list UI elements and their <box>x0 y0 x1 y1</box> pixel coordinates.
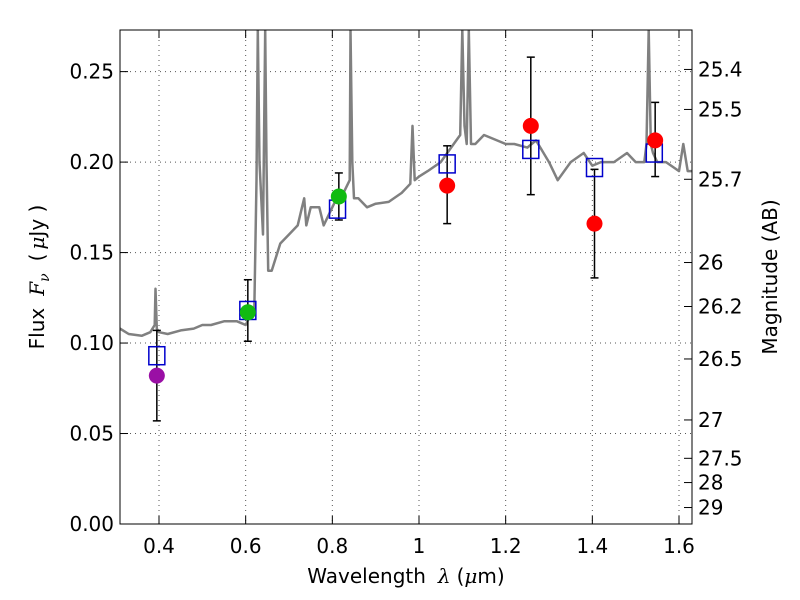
y2-tick-label: 26 <box>698 251 723 275</box>
y-tick-label: 0.20 <box>69 150 114 174</box>
x-tick-label: 0.4 <box>143 534 175 558</box>
observed-point-circle <box>148 367 165 384</box>
y2-tick-label: 27 <box>698 408 723 432</box>
y2-tick-label: 25.5 <box>698 97 743 121</box>
y-tick-label: 0.10 <box>69 331 114 355</box>
model-point-square <box>148 345 166 366</box>
y2-tick-label: 27.5 <box>698 446 743 470</box>
y2-tick-label: 28 <box>698 471 723 495</box>
y-tick-label: 0.15 <box>69 241 114 265</box>
plot-frame <box>119 29 693 525</box>
y-axis-label: FluxFν(μJy ) <box>25 205 53 350</box>
x-tick-label: 1 <box>413 534 426 558</box>
observed-point-circle <box>522 117 539 134</box>
x-axis-ticks: 0.4 0.6 0.8 1 1.2 1.4 1.6 <box>143 30 695 558</box>
y2-tick-label: 26.5 <box>698 347 743 371</box>
observed-point-circle <box>647 132 664 149</box>
model-point-square <box>522 139 540 160</box>
x-tick-label: 1.6 <box>663 534 695 558</box>
y-axis-ticks: 0.00 0.05 0.10 0.15 0.20 0.25 <box>69 60 128 536</box>
x-tick-label: 1.2 <box>490 534 522 558</box>
x-tick-label: 0.8 <box>316 534 348 558</box>
y2-tick-label: 25.4 <box>698 57 743 81</box>
observed-point-circle <box>330 188 347 205</box>
y-tick-label: 0.00 <box>69 512 114 536</box>
x-axis-label: Wavelength λ (μm) <box>307 564 504 588</box>
model-point-square <box>585 157 604 178</box>
y-tick-label: 0.05 <box>69 422 114 446</box>
observed-points-layer <box>148 117 664 384</box>
y-tick-label: 0.25 <box>69 60 114 84</box>
y2-axis-label: Magnitude (AB) <box>758 199 782 354</box>
model-point-square <box>438 154 456 174</box>
y2-tick-label: 29 <box>698 496 723 520</box>
observed-point-circle <box>439 177 456 194</box>
y2-tick-label: 26.2 <box>698 294 743 318</box>
y2-tick-label: 25.7 <box>698 167 743 191</box>
observed-point-circle <box>239 304 256 321</box>
model-spectrum-line <box>120 30 692 338</box>
observed-point-circle <box>586 215 603 232</box>
model-spectrum-layer <box>120 30 692 338</box>
x-tick-label: 0.6 <box>230 534 262 558</box>
x-tick-label: 1.4 <box>576 534 608 558</box>
